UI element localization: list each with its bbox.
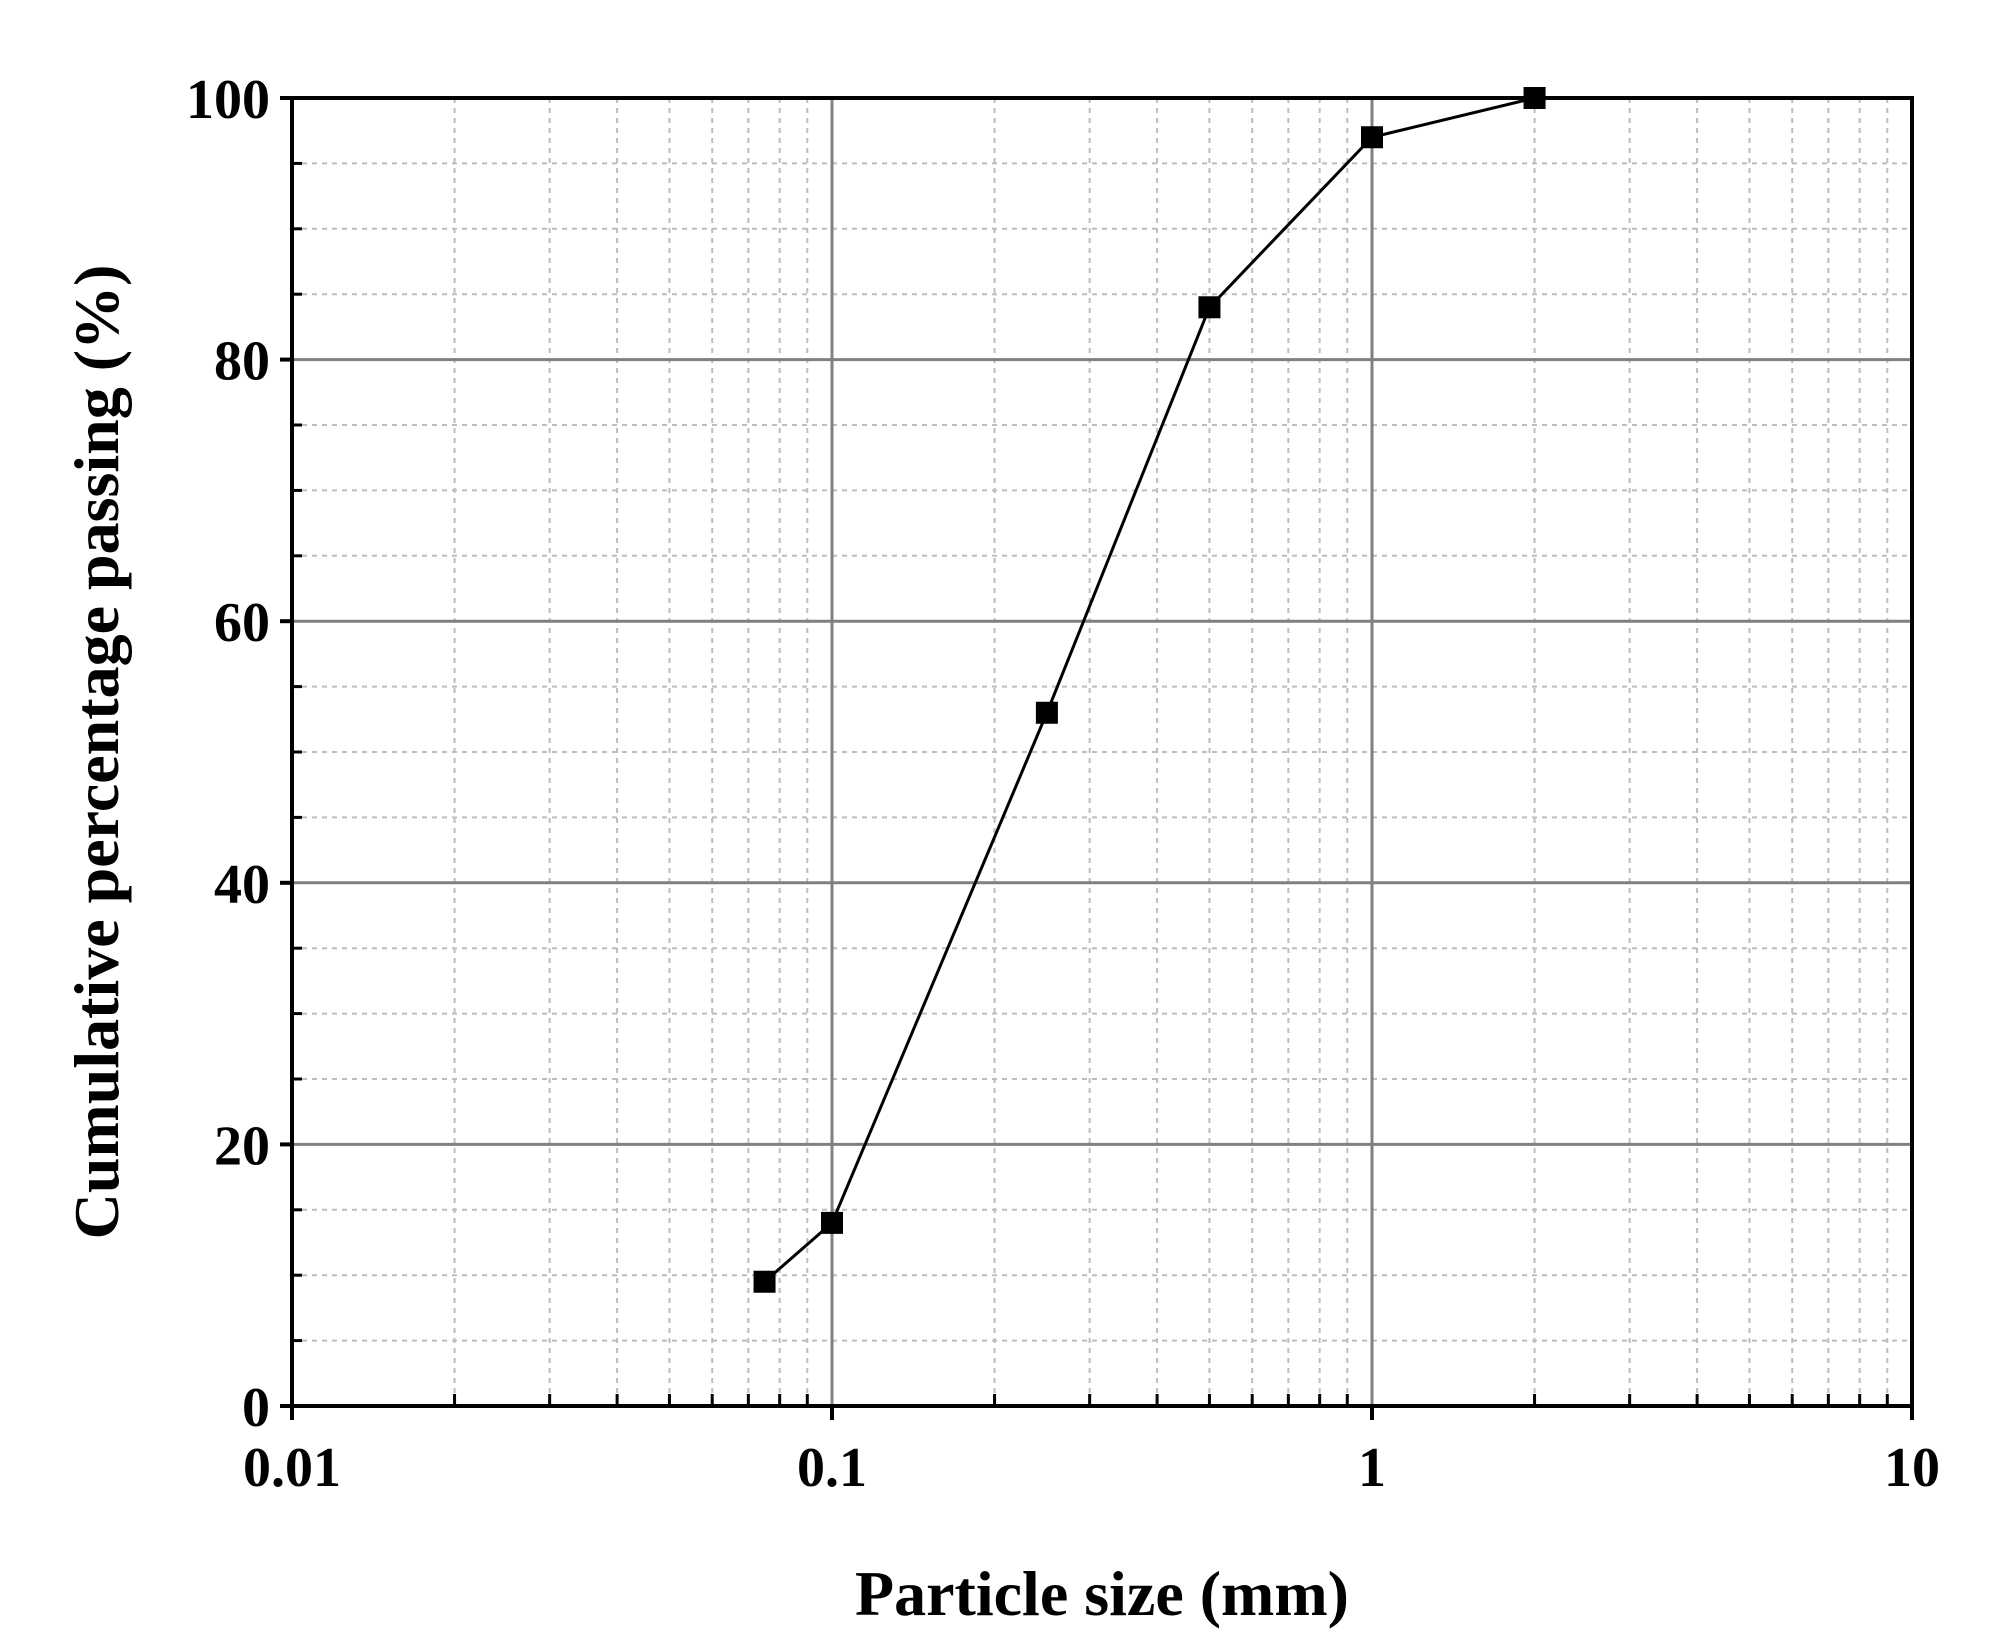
data-point-marker bbox=[1361, 126, 1383, 149]
x-tick-labels: 0.01 0.1 1 10 bbox=[243, 1437, 1940, 1499]
data-point-marker bbox=[1523, 87, 1546, 109]
data-point-marker bbox=[753, 1270, 776, 1293]
y-tick-labels: 0 20 40 60 80 100 bbox=[186, 69, 270, 1439]
x-tick-label: 0.01 bbox=[243, 1437, 341, 1499]
y-tick-label: 40 bbox=[214, 854, 270, 916]
x-axis-label: Particle size (mm) bbox=[855, 1558, 1349, 1629]
y-tick-label: 100 bbox=[186, 69, 270, 131]
axis-ticks bbox=[280, 96, 1914, 1420]
x-tick-label: 0.1 bbox=[797, 1437, 867, 1499]
series-layer bbox=[753, 87, 1546, 1293]
y-tick-label: 20 bbox=[214, 1115, 270, 1177]
data-point-marker bbox=[1198, 296, 1221, 319]
x-tick-label: 10 bbox=[1884, 1437, 1940, 1499]
data-point-marker bbox=[1035, 701, 1058, 724]
data-point-marker bbox=[821, 1211, 843, 1234]
minor-grid bbox=[292, 98, 1912, 1406]
y-tick-label: 0 bbox=[242, 1377, 270, 1439]
series-line bbox=[763, 96, 1535, 1283]
major-grid bbox=[292, 98, 1912, 1406]
x-tick-label: 1 bbox=[1358, 1437, 1386, 1499]
y-tick-label: 60 bbox=[214, 592, 270, 654]
y-axis-label: Cumulative percentage passing (%) bbox=[61, 265, 132, 1240]
y-tick-label: 80 bbox=[214, 331, 270, 393]
